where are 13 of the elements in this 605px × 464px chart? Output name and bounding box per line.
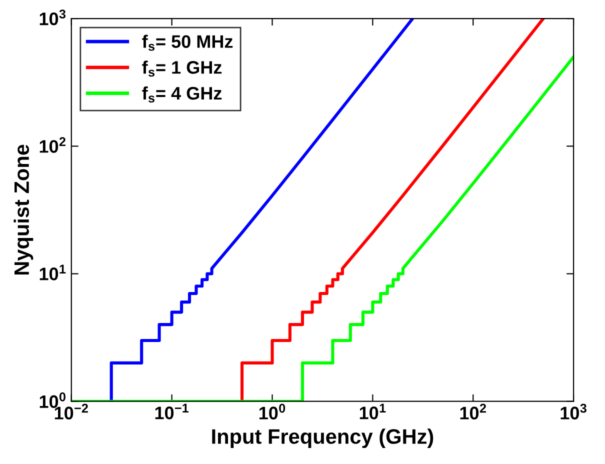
x-tick-label: 10$^{3}$ bbox=[560, 404, 586, 420]
legend-label: f$_{s}$= 50 MHz bbox=[142, 34, 233, 51]
x-tick-label: 10$^{1}$ bbox=[360, 404, 386, 420]
y-axis-title: Nyquist Zone bbox=[14, 144, 34, 275]
x-tick-label: 10$^{2}$ bbox=[460, 404, 486, 420]
y-tick-label: 10$^{3}$ bbox=[40, 10, 66, 26]
legend-label: f$_{s}$= 4 GHz bbox=[142, 86, 222, 103]
x-tick-label: 10$^{0}$ bbox=[259, 404, 286, 420]
y-tick-label: 10$^{1}$ bbox=[40, 264, 66, 280]
x-axis-title: Input Frequency (GHz) bbox=[212, 428, 434, 448]
y-tick-label: 10$^{2}$ bbox=[40, 137, 66, 153]
x-tick-label: 10$^{−1}$ bbox=[155, 404, 189, 420]
legend-label: f$_{s}$= 1 GHz bbox=[142, 60, 222, 77]
